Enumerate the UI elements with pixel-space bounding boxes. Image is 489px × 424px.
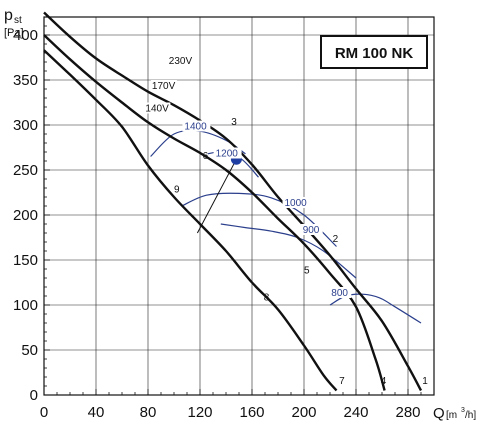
y-axis-title: p st [Pa] [4,7,24,39]
fan-curve-140V [43,49,338,392]
x-tick-label: 160 [239,404,264,421]
x-tick-label: 40 [88,404,105,421]
x-tick-label: 280 [395,404,420,421]
fan-label-bg [150,80,177,91]
x-tick-label: 120 [187,404,212,421]
iso-label-bg [213,147,242,159]
point-label-4: 4 [381,376,387,387]
y-axis-title-sub: st [14,15,22,26]
chart-title: RM 100 NK [335,45,414,62]
iso-label-1400: 1400 [184,122,207,133]
x-tick-label: 240 [343,404,368,421]
iso-label-1000: 1000 [285,198,308,209]
x-axis-unit-sup: 3 [461,407,465,414]
title-box-frame [320,35,428,69]
fan-label-bg [144,102,171,114]
fan-label-170V: 170V [152,81,176,92]
x-axis-unit-pre: [m [446,410,457,421]
point-label-2: 2 [333,234,339,245]
system-line [196,158,237,234]
curve-labels: 1400 1200 1000 900 800 230V 170V 140V 1 2 3 4 5 6 7 8 9 [144,54,428,387]
x-axis-unit-post: /h] [465,410,476,421]
point-label-1: 1 [422,376,428,387]
point-label-6: 6 [203,151,209,162]
fan-curve-230V [43,11,423,392]
point-label-5: 5 [304,266,310,277]
fan-curves [43,11,423,392]
iso-label-bg [182,120,211,132]
x-axis-title-main: Q [433,405,445,422]
point-label-3: 3 [231,117,237,128]
point-label-7: 7 [339,376,345,387]
iso-label-bg [329,287,352,298]
x-axis-title: Q [m 3 /h] [433,405,476,422]
fan-curve-170V [43,34,386,391]
y-tick-label: 50 [21,342,38,359]
y-axis-title-main: p [4,7,13,24]
minor-ticks [43,16,435,396]
y-tick-label: 400 [13,27,38,44]
y-axis-unit: [Pa] [4,27,24,39]
iso-label-bg [300,224,323,235]
grid [43,16,435,396]
iso-curve-1000 [181,192,337,247]
y-tick-label: 200 [13,207,38,224]
iso-curve-900 [220,223,357,279]
y-tick-label: 150 [13,252,38,269]
iso-label-800: 800 [331,288,348,299]
y-tick-label: 100 [13,297,38,314]
fan-label-bg [167,54,194,66]
fan-label-140V: 140V [145,104,169,115]
point-label-9: 9 [174,185,180,196]
x-tick-label: 0 [40,404,48,421]
point-label-8: 8 [264,293,270,304]
axes: 0 40 80 120 160 200 240 28005010015020025030035… [13,16,435,421]
iso-label-900: 900 [303,225,320,236]
x-tick-label: 80 [140,404,157,421]
y-tick-label: 350 [13,72,38,89]
plot-frame [43,16,435,396]
iso-label-1200: 1200 [216,149,239,160]
title-box: RM 100 NK [320,35,428,69]
y-tick-label: 250 [13,162,38,179]
y-tick-label: 0 [30,387,38,404]
fan-label-230V: 230V [169,56,193,67]
iso-label-bg [282,197,311,208]
x-tick-label: 200 [291,404,316,421]
y-tick-label: 300 [13,117,38,134]
